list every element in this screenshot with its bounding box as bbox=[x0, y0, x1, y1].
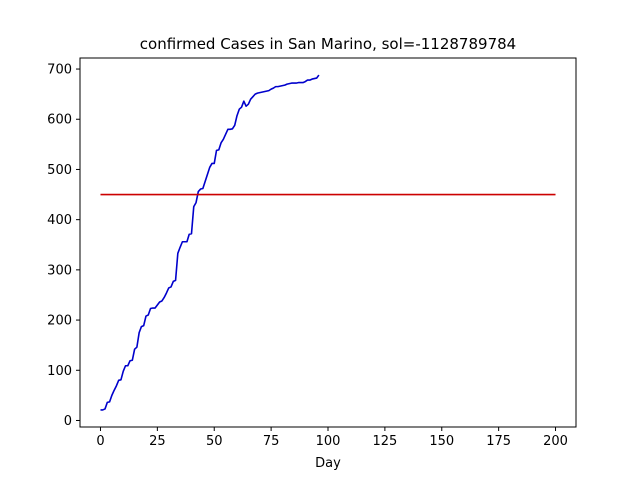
x-tick-label: 0 bbox=[96, 434, 104, 449]
x-tick-label: 200 bbox=[543, 434, 568, 449]
y-tick-label: 0 bbox=[64, 414, 72, 429]
y-tick-label: 200 bbox=[47, 314, 72, 329]
x-axis-label: Day bbox=[315, 456, 341, 471]
y-tick-label: 100 bbox=[47, 364, 72, 379]
y-tick-label: 300 bbox=[47, 263, 72, 278]
y-tick-label: 600 bbox=[47, 113, 72, 128]
x-tick-label: 150 bbox=[429, 434, 454, 449]
y-tick-label: 700 bbox=[47, 63, 72, 78]
x-tick-label: 25 bbox=[149, 434, 166, 449]
plot-frame bbox=[79, 57, 577, 428]
y-tick-label: 400 bbox=[47, 213, 72, 228]
x-tick-label: 125 bbox=[372, 434, 397, 449]
series-line-1 bbox=[100, 74, 320, 411]
y-tick-label: 500 bbox=[47, 163, 72, 178]
x-tick-label: 50 bbox=[206, 434, 223, 449]
plot-area bbox=[100, 74, 556, 411]
x-tick-label: 175 bbox=[486, 434, 511, 449]
x-tick-label: 75 bbox=[263, 434, 280, 449]
x-tick-label: 100 bbox=[316, 434, 341, 449]
axes: 0 25 50 75 100 125 150 175 200 0 100 200 300 400 500 60… bbox=[47, 57, 577, 449]
chart-title: confirmed Cases in San Marino, sol=-1128… bbox=[140, 35, 516, 53]
